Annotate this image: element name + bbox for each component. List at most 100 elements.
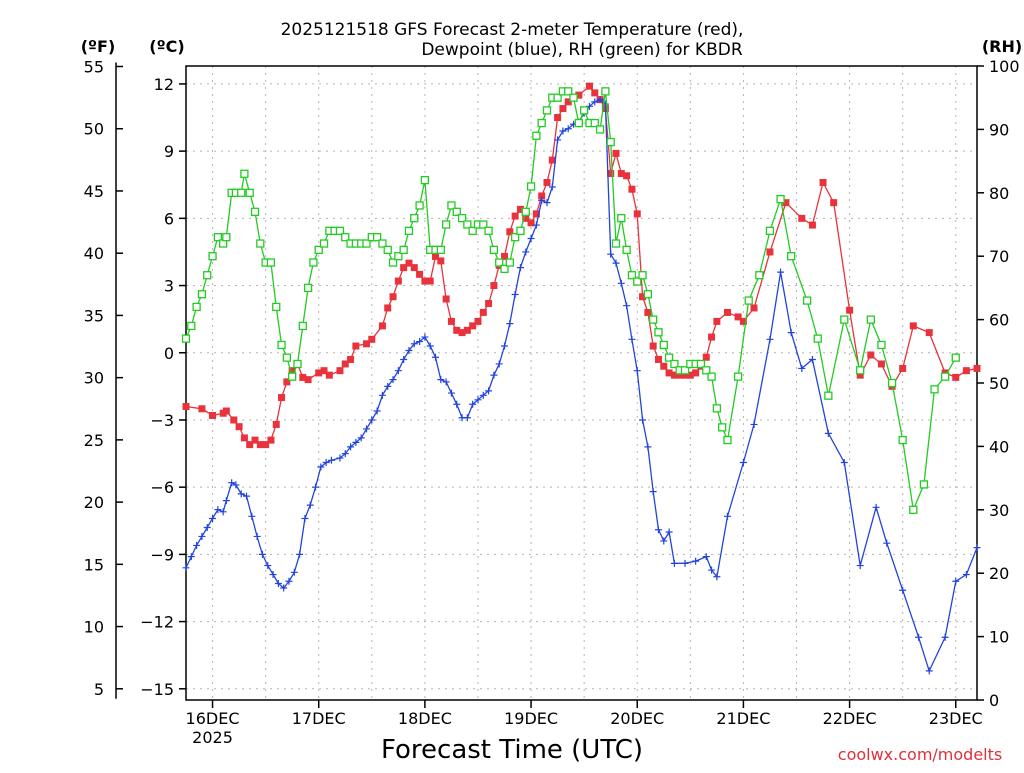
data-point: [240, 169, 249, 178]
data-point: [299, 373, 307, 381]
data-point: [306, 501, 314, 509]
data-point: [404, 226, 414, 235]
data-point: [659, 340, 668, 350]
rh-tick-label: 100: [989, 57, 1020, 76]
data-point: [322, 459, 330, 467]
data-point: [394, 252, 403, 261]
x-tick-year-label: 2025: [192, 728, 233, 747]
data-point: [628, 185, 636, 193]
data-point: [452, 207, 461, 216]
data-point: [692, 369, 700, 377]
data-point: [744, 296, 753, 305]
data-point: [474, 317, 482, 325]
data-point: [384, 304, 392, 312]
data-point: [643, 290, 653, 299]
data-point: [378, 239, 387, 248]
data-point: [208, 252, 217, 261]
data-point: [485, 299, 493, 307]
data-point: [596, 96, 604, 104]
data-point: [925, 667, 933, 675]
data-point: [543, 199, 551, 207]
data-point: [266, 258, 276, 267]
data-point: [303, 283, 313, 293]
fahrenheit-tick-label: 50: [84, 120, 104, 139]
data-point: [442, 378, 450, 386]
data-point: [532, 221, 540, 229]
data-point: [776, 194, 785, 204]
data-point: [734, 313, 742, 321]
data-point: [915, 633, 923, 641]
data-point: [511, 291, 519, 299]
data-point: [405, 347, 413, 355]
data-point: [479, 391, 487, 399]
data-point: [564, 87, 573, 96]
celsius-tick-label: 12: [154, 75, 174, 94]
data-point: [347, 443, 355, 451]
data-point: [798, 214, 806, 222]
x-tick-label: 19DEC: [504, 709, 558, 728]
data-point: [457, 214, 467, 223]
data-point: [899, 586, 907, 594]
data-point: [601, 87, 610, 96]
data-point: [490, 282, 498, 290]
data-point: [506, 320, 514, 328]
data-point: [362, 425, 370, 433]
fahrenheit-tick-label: 45: [84, 182, 104, 201]
data-point: [213, 233, 223, 242]
data-point: [389, 293, 397, 301]
data-point: [798, 364, 806, 372]
data-point: [378, 322, 386, 330]
data-point: [317, 463, 325, 471]
data-point: [639, 416, 647, 424]
data-point: [501, 342, 509, 350]
data-point: [660, 362, 668, 370]
data-point: [251, 436, 259, 444]
data-point: [973, 544, 981, 552]
series-rh: [181, 87, 960, 514]
data-point: [670, 359, 679, 369]
data-point: [341, 360, 349, 368]
x-tick-label: 16DEC: [186, 709, 240, 728]
data-point: [574, 118, 583, 128]
data-point: [187, 321, 196, 331]
data-point: [883, 539, 891, 547]
data-point: [209, 515, 217, 523]
data-point: [246, 441, 254, 449]
data-point: [712, 404, 722, 413]
data-point: [617, 170, 625, 178]
x-tick-label: 23DEC: [929, 709, 983, 728]
data-point: [458, 329, 466, 337]
data-point: [383, 245, 392, 255]
rh-tick-label: 0: [989, 691, 999, 710]
data-point: [256, 441, 264, 449]
data-point: [766, 248, 774, 256]
data-point: [437, 257, 445, 265]
data-point: [846, 306, 854, 314]
fahrenheit-tick-label: 20: [84, 493, 104, 512]
data-point: [315, 369, 323, 377]
data-point: [384, 382, 392, 390]
data-point: [824, 391, 833, 400]
data-point: [319, 239, 329, 248]
data-point: [219, 508, 227, 516]
data-point: [830, 199, 838, 207]
data-point: [240, 434, 248, 442]
data-point: [824, 429, 832, 437]
data-point: [782, 199, 790, 207]
data-point: [341, 450, 349, 458]
data-point: [463, 414, 471, 422]
data-point: [181, 334, 191, 343]
data-point: [575, 91, 583, 99]
data-point: [230, 416, 238, 424]
data-point: [532, 131, 541, 140]
data-point: [909, 322, 917, 330]
data-point: [320, 367, 328, 375]
data-point: [654, 355, 662, 363]
data-point: [692, 557, 700, 565]
data-point: [548, 156, 556, 164]
data-point: [623, 302, 631, 310]
fahrenheit-tick-label: 35: [84, 306, 104, 325]
data-point: [527, 219, 535, 227]
